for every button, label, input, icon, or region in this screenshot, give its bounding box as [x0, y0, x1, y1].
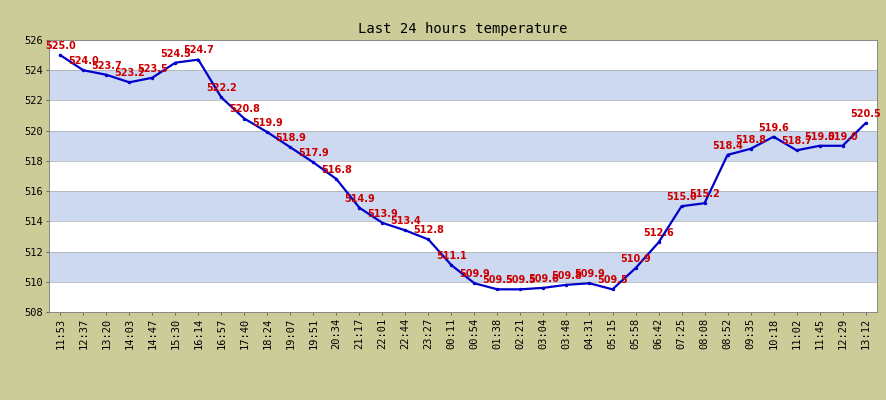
- Text: 520.5: 520.5: [851, 109, 881, 119]
- Bar: [49, 131, 877, 161]
- Text: 514.9: 514.9: [344, 194, 375, 204]
- Text: 523.2: 523.2: [114, 68, 144, 78]
- Title: Last 24 hours temperature: Last 24 hours temperature: [358, 22, 568, 36]
- Bar: [49, 191, 877, 221]
- Bar: [49, 252, 877, 282]
- Bar: [49, 100, 877, 131]
- Text: 512.6: 512.6: [643, 228, 674, 238]
- Text: 523.7: 523.7: [91, 60, 121, 70]
- Text: 524.7: 524.7: [183, 46, 214, 56]
- Text: 522.2: 522.2: [206, 83, 237, 93]
- Text: 519.0: 519.0: [828, 132, 858, 142]
- Text: 515.2: 515.2: [689, 189, 720, 199]
- Text: 517.9: 517.9: [298, 148, 329, 158]
- Text: 518.8: 518.8: [735, 135, 766, 145]
- Text: 513.9: 513.9: [367, 209, 398, 219]
- Text: 519.0: 519.0: [804, 132, 835, 142]
- Text: 509.9: 509.9: [574, 269, 605, 279]
- Text: 515.0: 515.0: [666, 192, 697, 202]
- Bar: [49, 282, 877, 312]
- Bar: [49, 161, 877, 191]
- Text: 509.8: 509.8: [551, 271, 582, 281]
- Text: 518.4: 518.4: [712, 141, 743, 151]
- Text: 511.1: 511.1: [436, 251, 467, 261]
- Bar: [49, 40, 877, 70]
- Text: 509.9: 509.9: [459, 269, 490, 279]
- Text: 519.6: 519.6: [758, 122, 789, 132]
- Text: 516.8: 516.8: [321, 165, 352, 175]
- Text: 524.0: 524.0: [68, 56, 98, 66]
- Text: 509.5: 509.5: [505, 275, 536, 285]
- Text: 524.5: 524.5: [159, 48, 190, 58]
- Text: 509.6: 509.6: [528, 274, 559, 284]
- Bar: [49, 70, 877, 100]
- Bar: [49, 221, 877, 252]
- Text: 518.9: 518.9: [275, 133, 306, 143]
- Text: 518.7: 518.7: [781, 136, 812, 146]
- Text: 520.8: 520.8: [229, 104, 260, 114]
- Text: 510.9: 510.9: [620, 254, 651, 264]
- Text: 509.5: 509.5: [597, 275, 628, 285]
- Text: 525.0: 525.0: [45, 41, 75, 51]
- Text: 519.9: 519.9: [252, 118, 283, 128]
- Text: 512.8: 512.8: [413, 225, 444, 235]
- Text: 523.5: 523.5: [137, 64, 167, 74]
- Text: 509.5: 509.5: [482, 275, 513, 285]
- Text: 513.4: 513.4: [390, 216, 421, 226]
